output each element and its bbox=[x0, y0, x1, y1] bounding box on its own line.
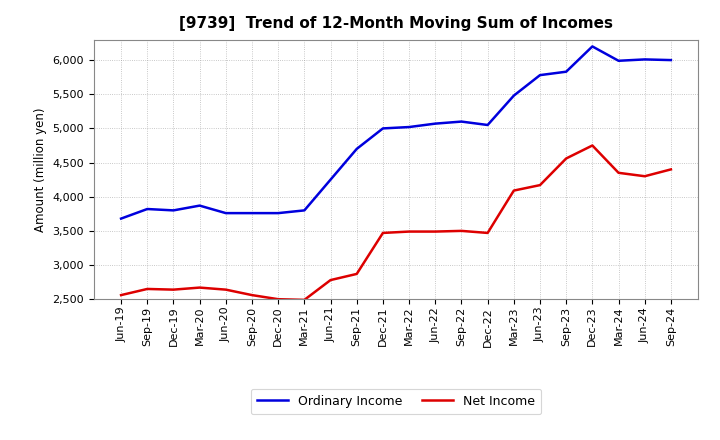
Ordinary Income bbox=[352, 146, 361, 151]
Ordinary Income bbox=[640, 57, 649, 62]
Line: Ordinary Income: Ordinary Income bbox=[121, 47, 671, 219]
Net Income bbox=[614, 170, 623, 176]
Ordinary Income bbox=[431, 121, 440, 126]
Net Income bbox=[640, 174, 649, 179]
Net Income bbox=[431, 229, 440, 234]
Ordinary Income bbox=[667, 58, 675, 63]
Net Income bbox=[222, 287, 230, 292]
Ordinary Income bbox=[117, 216, 125, 221]
Net Income bbox=[483, 230, 492, 235]
Net Income bbox=[117, 293, 125, 298]
Net Income bbox=[588, 143, 597, 148]
Ordinary Income bbox=[562, 69, 570, 74]
Net Income bbox=[169, 287, 178, 292]
Net Income bbox=[195, 285, 204, 290]
Ordinary Income bbox=[326, 177, 335, 182]
Ordinary Income bbox=[195, 203, 204, 208]
Ordinary Income bbox=[483, 122, 492, 128]
Net Income bbox=[326, 278, 335, 283]
Net Income bbox=[562, 156, 570, 161]
Ordinary Income bbox=[510, 93, 518, 98]
Ordinary Income bbox=[405, 125, 413, 130]
Net Income bbox=[352, 271, 361, 277]
Net Income bbox=[405, 229, 413, 234]
Net Income bbox=[300, 297, 309, 303]
Ordinary Income bbox=[300, 208, 309, 213]
Ordinary Income bbox=[457, 119, 466, 124]
Net Income bbox=[248, 293, 256, 298]
Ordinary Income bbox=[222, 210, 230, 216]
Ordinary Income bbox=[614, 58, 623, 63]
Ordinary Income bbox=[588, 44, 597, 49]
Y-axis label: Amount (million yen): Amount (million yen) bbox=[34, 107, 47, 231]
Net Income bbox=[536, 183, 544, 188]
Line: Net Income: Net Income bbox=[121, 146, 671, 300]
Ordinary Income bbox=[536, 73, 544, 78]
Net Income bbox=[510, 188, 518, 193]
Net Income bbox=[457, 228, 466, 234]
Ordinary Income bbox=[143, 206, 152, 212]
Ordinary Income bbox=[274, 210, 282, 216]
Net Income bbox=[667, 167, 675, 172]
Net Income bbox=[274, 297, 282, 302]
Ordinary Income bbox=[248, 210, 256, 216]
Ordinary Income bbox=[169, 208, 178, 213]
Legend: Ordinary Income, Net Income: Ordinary Income, Net Income bbox=[251, 389, 541, 414]
Net Income bbox=[379, 230, 387, 235]
Title: [9739]  Trend of 12-Month Moving Sum of Incomes: [9739] Trend of 12-Month Moving Sum of I… bbox=[179, 16, 613, 32]
Net Income bbox=[143, 286, 152, 292]
Ordinary Income bbox=[379, 126, 387, 131]
